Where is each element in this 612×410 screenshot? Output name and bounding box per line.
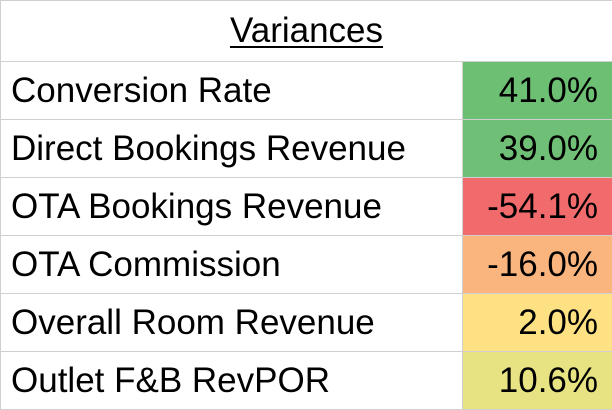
row-value[interactable]: 2.0% [463, 294, 612, 352]
row-label[interactable]: Direct Bookings Revenue [1, 120, 463, 178]
table-row-conversion-rate: Conversion Rate 41.0% [1, 62, 612, 120]
table-row-overall-room-revenue: Overall Room Revenue 2.0% [1, 294, 612, 352]
table-row-ota-commission: OTA Commission -16.0% [1, 236, 612, 294]
row-label[interactable]: Outlet F&B RevPOR [1, 352, 463, 410]
row-label[interactable]: Overall Room Revenue [1, 294, 463, 352]
row-value[interactable]: -16.0% [463, 236, 612, 294]
table-title[interactable]: Variances [1, 1, 612, 62]
row-label[interactable]: OTA Bookings Revenue [1, 178, 463, 236]
row-value[interactable]: -54.1% [463, 178, 612, 236]
table-row-outlet-fb-revpor: Outlet F&B RevPOR 10.6% [1, 352, 612, 410]
row-value[interactable]: 41.0% [463, 62, 612, 120]
row-label[interactable]: OTA Commission [1, 236, 463, 294]
row-value[interactable]: 10.6% [463, 352, 612, 410]
table-row-direct-bookings-revenue: Direct Bookings Revenue 39.0% [1, 120, 612, 178]
row-value[interactable]: 39.0% [463, 120, 612, 178]
title-row: Variances [1, 1, 612, 62]
row-label[interactable]: Conversion Rate [1, 62, 463, 120]
table-row-ota-bookings-revenue: OTA Bookings Revenue -54.1% [1, 178, 612, 236]
